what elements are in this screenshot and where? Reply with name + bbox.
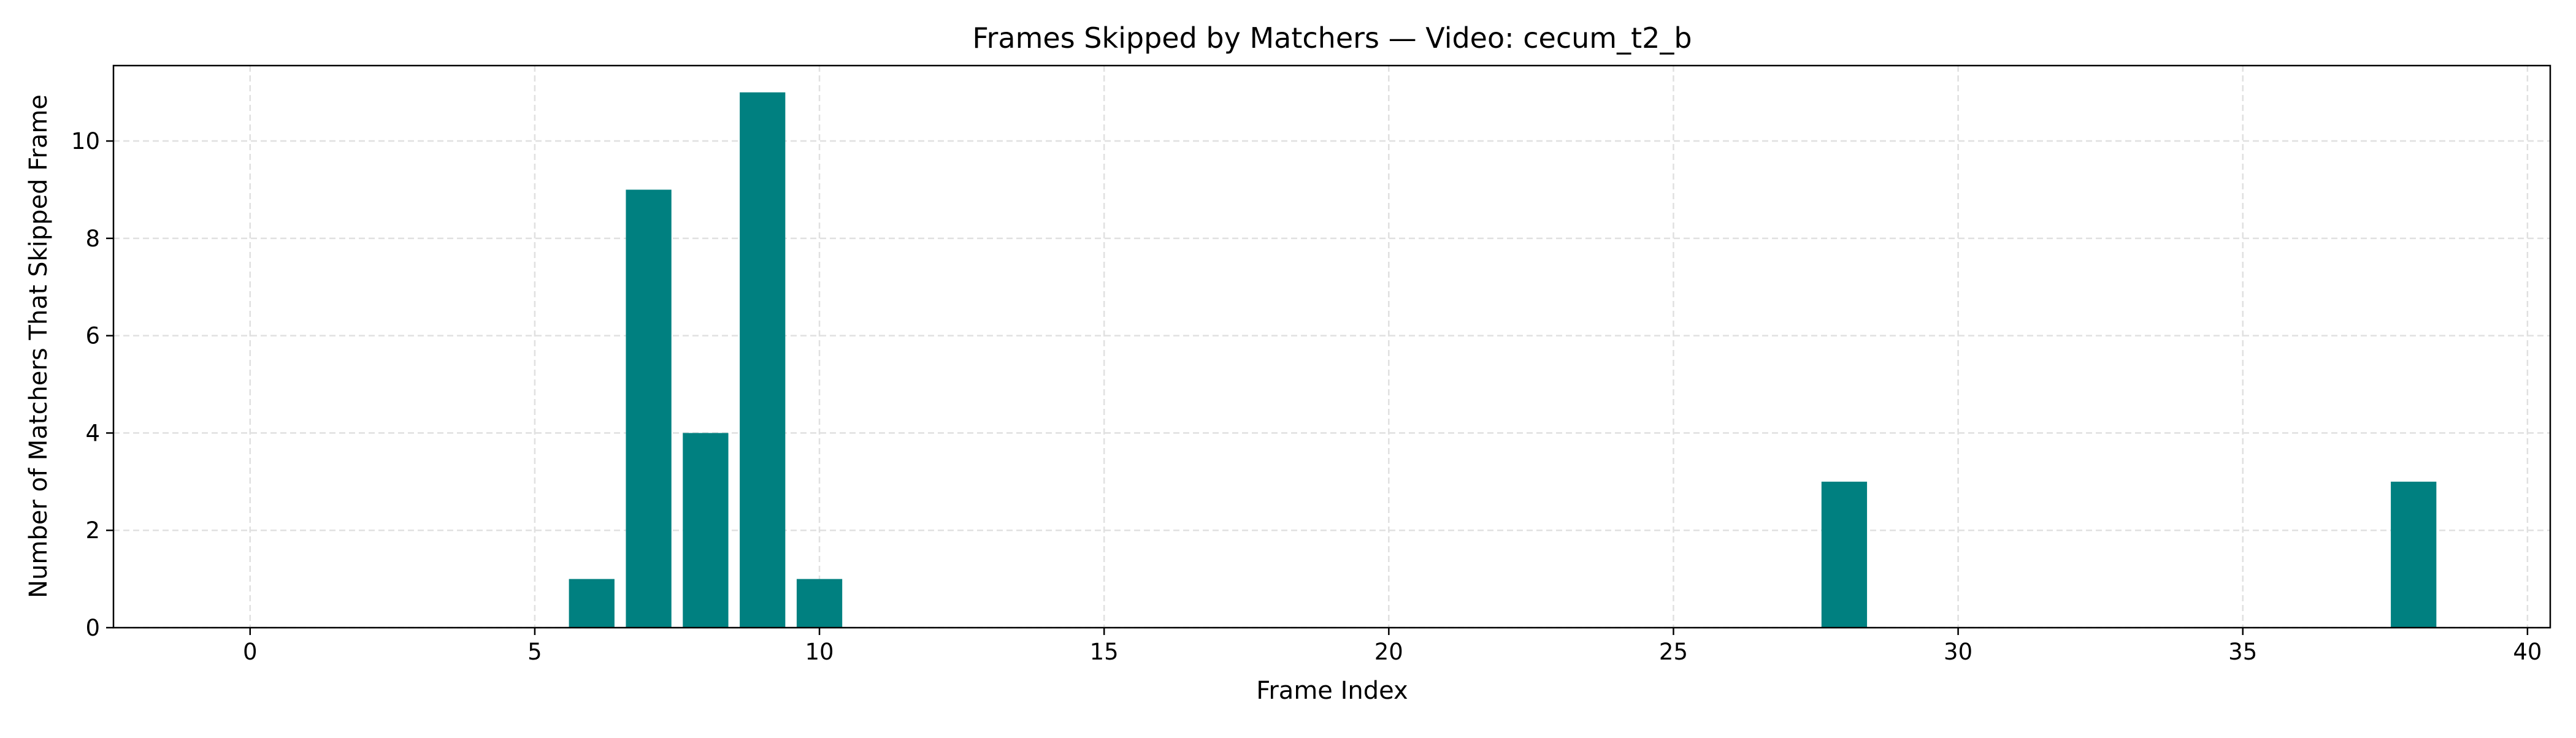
bar [626,189,672,628]
bars [569,92,2437,628]
bar [1821,481,1868,628]
bar [569,579,615,628]
y-axis-label: Number of Matchers That Skipped Frame [25,94,53,598]
bar [683,433,729,628]
x-tick-label: 35 [2228,639,2257,665]
y-tick-label: 4 [85,420,100,446]
y-axis-ticks: 0 2 4 6 8 10 [71,128,113,641]
x-tick-label: 5 [527,639,542,665]
x-tick-label: 25 [1659,639,1688,665]
y-tick-label: 6 [85,323,100,349]
y-tick-label: 8 [85,226,100,252]
x-tick-label: 30 [1944,639,1972,665]
x-tick-label: 40 [2513,639,2542,665]
y-tick-label: 2 [85,517,100,544]
x-tick-label: 0 [243,639,258,665]
bar [796,579,843,628]
x-axis-ticks: 0 5 10 15 20 25 30 35 40 [243,628,2542,665]
plot-area-frame [112,64,2551,629]
y-tick-label: 0 [85,615,100,641]
chart-title: Frames Skipped by Matchers — Video: cecu… [972,21,1692,55]
bar [740,92,786,628]
grid-lines [113,66,2550,629]
x-tick-label: 20 [1374,639,1403,665]
x-tick-label: 10 [805,639,834,665]
x-axis-label: Frame Index [1256,677,1408,705]
x-tick-label: 15 [1090,639,1119,665]
bar [2391,481,2437,628]
y-tick-label: 10 [71,128,100,154]
